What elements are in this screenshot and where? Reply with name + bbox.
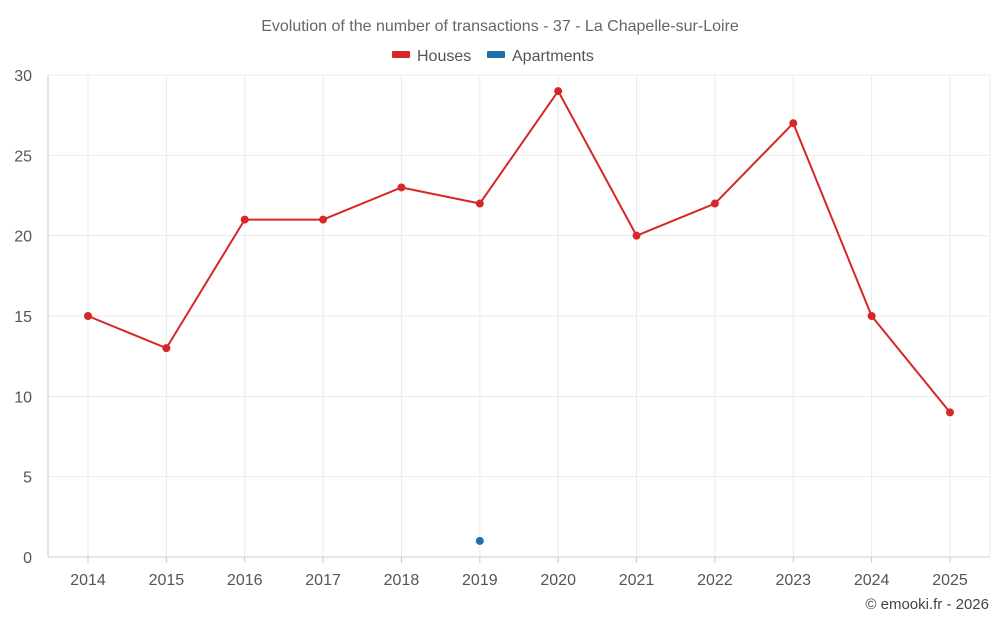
data-point-houses-2023[interactable] [789, 119, 798, 128]
x-axis-ticks: 2014 2015 2016 2017 2018 2019 2020 2021 2022 2023… [70, 572, 968, 589]
data-point-houses-2015[interactable] [162, 344, 171, 353]
copyright-credit: © emooki.fr - 2026 [865, 596, 989, 613]
x-tick-label: 2022 [697, 572, 733, 589]
series-apartments [475, 536, 484, 545]
y-axis-ticks: 0 5 10 15 20 25 30 [14, 68, 32, 567]
data-point-houses-2016[interactable] [240, 215, 249, 224]
data-point-apartments-2019[interactable] [475, 536, 484, 545]
legend-swatch-houses [392, 51, 410, 58]
y-tick-label: 10 [14, 389, 32, 406]
y-tick-label: 5 [23, 470, 32, 487]
x-tick-label: 2021 [619, 572, 655, 589]
legend-item-houses[interactable]: Houses [392, 48, 471, 65]
data-point-houses-2014[interactable] [84, 312, 92, 320]
data-point-houses-2025[interactable] [946, 408, 954, 417]
series-line-houses [87, 90, 951, 414]
legend-label-apartments: Apartments [512, 48, 594, 65]
data-point-houses-2022[interactable] [710, 199, 719, 208]
y-tick-label: 0 [23, 550, 32, 567]
chart-title: Evolution of the number of transactions … [261, 18, 739, 35]
legend-swatch-apartments [487, 51, 505, 58]
series-layer [84, 87, 954, 545]
data-point-houses-2019[interactable] [475, 199, 484, 208]
legend: Houses Apartments [392, 48, 594, 65]
x-tick-label: 2016 [227, 572, 263, 589]
x-tick-label: 2025 [932, 572, 968, 589]
data-point-houses-2024[interactable] [867, 312, 876, 320]
y-tick-label: 30 [14, 68, 32, 85]
axes [47, 75, 990, 563]
legend-item-apartments[interactable]: Apartments [487, 48, 594, 65]
x-tick-label: 2015 [149, 572, 185, 589]
data-point-houses-2020[interactable] [554, 87, 563, 96]
y-tick-label: 15 [14, 309, 32, 326]
x-tick-label: 2014 [70, 572, 106, 589]
x-tick-label: 2024 [854, 572, 890, 589]
y-tick-label: 20 [14, 229, 32, 246]
x-tick-label: 2023 [775, 572, 811, 589]
y-tick-label: 25 [14, 148, 32, 165]
grid [48, 74, 991, 557]
x-tick-label: 2017 [305, 572, 341, 589]
data-point-houses-2018[interactable] [397, 183, 406, 192]
x-tick-label: 2019 [462, 572, 498, 589]
data-point-houses-2017[interactable] [319, 215, 328, 224]
legend-label-houses: Houses [417, 48, 471, 65]
x-tick-label: 2018 [384, 572, 420, 589]
x-tick-label: 2020 [540, 572, 576, 589]
series-houses [84, 87, 954, 417]
data-point-houses-2021[interactable] [632, 231, 641, 240]
